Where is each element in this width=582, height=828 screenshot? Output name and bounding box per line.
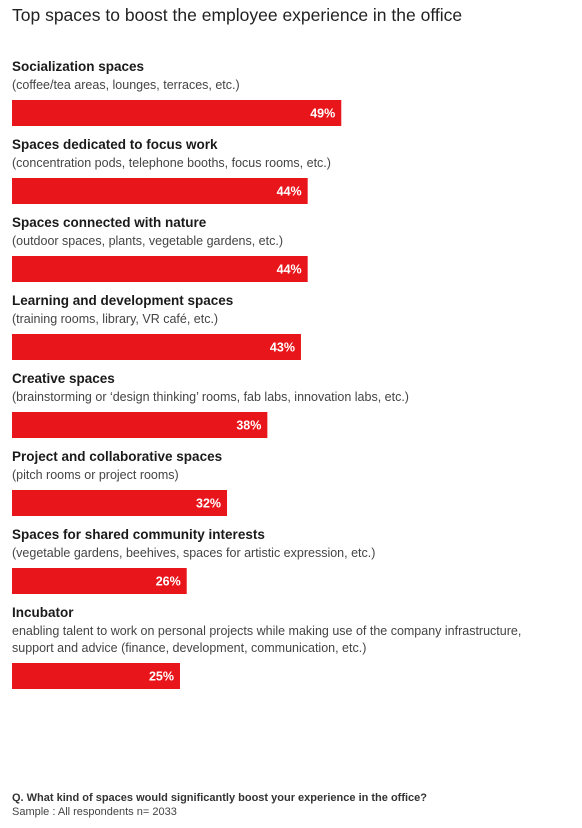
category-description: (pitch rooms or project rooms) <box>12 468 179 482</box>
bar-value-label: 26% <box>156 575 181 589</box>
category-description: (coffee/tea areas, lounges, terraces, et… <box>12 78 240 92</box>
bar-value-label: 44% <box>277 263 302 277</box>
bar-value-label: 38% <box>236 419 261 433</box>
bar <box>12 568 187 594</box>
bar <box>12 100 342 126</box>
bar-value-label: 32% <box>196 497 221 511</box>
category-description: support and advice (finance, development… <box>12 641 366 655</box>
category-description: enabling talent to work on personal proj… <box>12 624 521 638</box>
category-name: Incubator <box>12 605 74 620</box>
bar <box>12 663 180 689</box>
category-name: Project and collaborative spaces <box>12 449 222 464</box>
category-name: Spaces connected with nature <box>12 215 207 230</box>
chart-footer: Q. What kind of spaces would significant… <box>12 791 577 819</box>
bar-value-label: 43% <box>270 341 295 355</box>
bar <box>12 178 308 204</box>
bar-value-label: 49% <box>310 107 335 121</box>
category-name: Spaces dedicated to focus work <box>12 137 218 152</box>
survey-question: Q. What kind of spaces would significant… <box>12 792 428 804</box>
category-name: Learning and development spaces <box>12 293 233 308</box>
bar-value-label: 25% <box>149 670 174 684</box>
category-description: (brainstorming or ‘design thinking’ room… <box>12 390 409 404</box>
category-name: Spaces for shared community interests <box>12 527 265 542</box>
bar <box>12 334 301 360</box>
category-description: (concentration pods, telephone booths, f… <box>12 156 331 170</box>
bar <box>12 490 228 516</box>
bar-value-label: 44% <box>277 185 302 199</box>
category-description: (outdoor spaces, plants, vegetable garde… <box>12 234 283 248</box>
category-description: (vegetable gardens, beehives, spaces for… <box>12 546 375 560</box>
sample-note: Sample : All respondents n= 2033 <box>12 806 177 818</box>
category-name: Socialization spaces <box>12 59 144 74</box>
category-name: Creative spaces <box>12 371 115 386</box>
bar <box>12 256 308 282</box>
chart-title: Top spaces to boost the employee experie… <box>12 5 463 25</box>
bar <box>12 412 268 438</box>
category-description: (training rooms, library, VR café, etc.) <box>12 312 218 326</box>
